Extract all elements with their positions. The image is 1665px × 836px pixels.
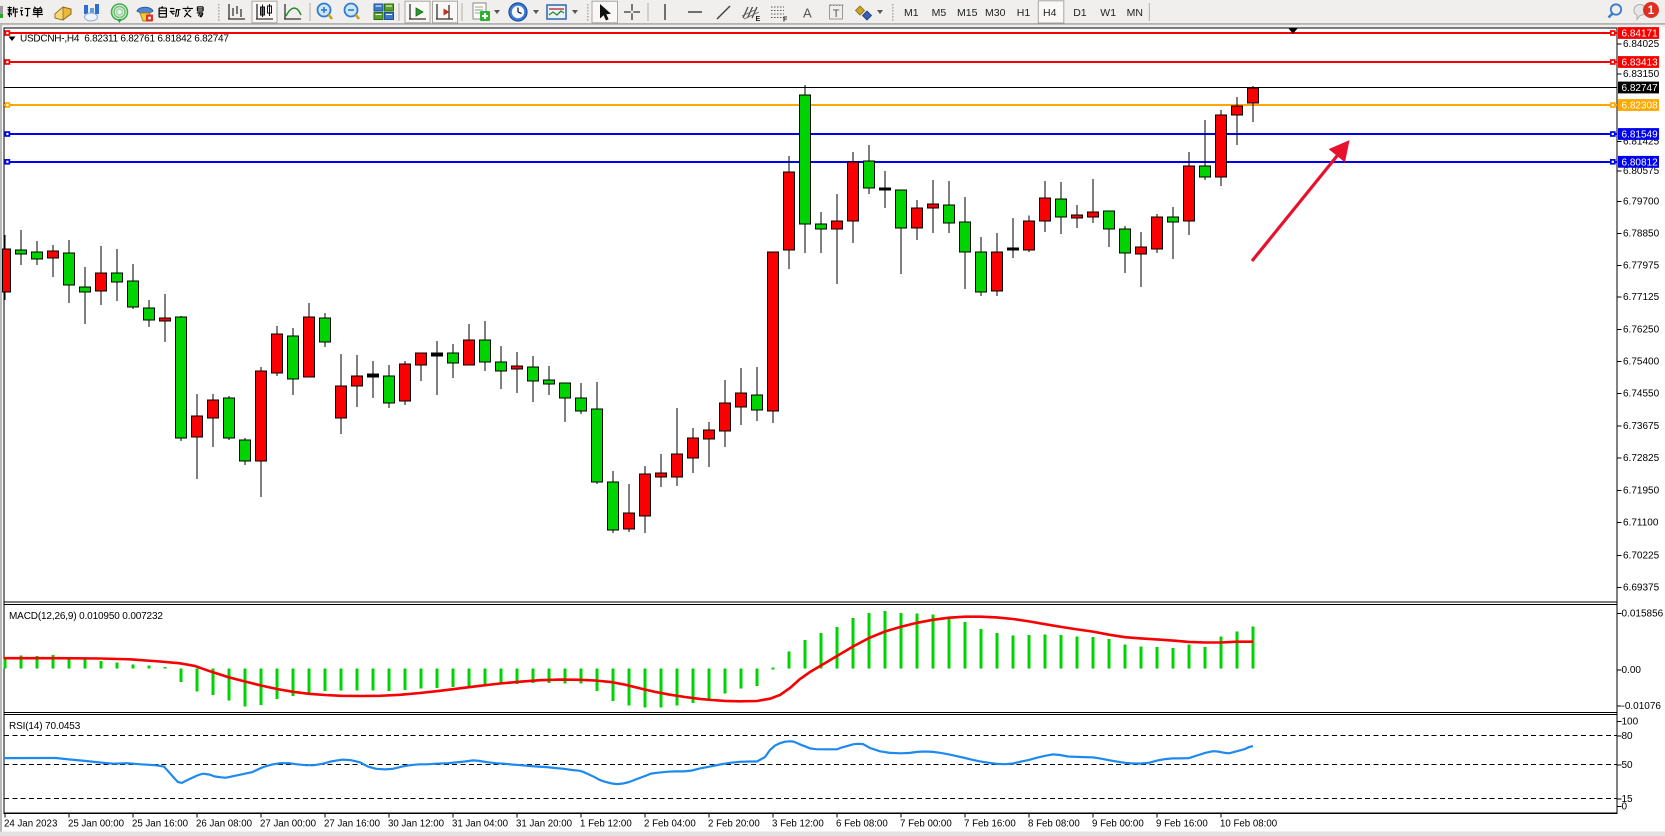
svg-text:80: 80 xyxy=(1622,731,1634,742)
svg-text:A: A xyxy=(803,6,812,21)
svg-text:MN: MN xyxy=(1127,7,1143,19)
svg-text:6.84025: 6.84025 xyxy=(1623,39,1660,50)
svg-text:0.015856: 0.015856 xyxy=(1622,609,1664,620)
svg-text:6.77975: 6.77975 xyxy=(1623,260,1660,271)
svg-text:6.75400: 6.75400 xyxy=(1623,357,1660,368)
svg-text:26 Jan 08:00: 26 Jan 08:00 xyxy=(196,819,253,830)
svg-text:6 Feb 08:00: 6 Feb 08:00 xyxy=(836,819,888,830)
svg-text:F: F xyxy=(783,17,788,24)
svg-text:24 Jan 2023: 24 Jan 2023 xyxy=(4,819,57,830)
svg-text:M1: M1 xyxy=(904,7,919,19)
svg-text:2 Feb 04:00: 2 Feb 04:00 xyxy=(644,819,696,830)
svg-text:9 Feb 16:00: 9 Feb 16:00 xyxy=(1156,819,1208,830)
svg-text:50: 50 xyxy=(1622,760,1634,771)
svg-text:8 Feb 08:00: 8 Feb 08:00 xyxy=(1028,819,1080,830)
svg-text:6.79700: 6.79700 xyxy=(1623,197,1660,208)
svg-text:USDCNH-,H4 6.82311 6.82761 6.: USDCNH-,H4 6.82311 6.82761 6.81842 6.827… xyxy=(20,34,229,45)
svg-text:6.83150: 6.83150 xyxy=(1623,69,1660,80)
svg-text:6.84171: 6.84171 xyxy=(1622,29,1659,40)
svg-text:25 Jan 00:00: 25 Jan 00:00 xyxy=(68,819,125,830)
svg-text:0.00: 0.00 xyxy=(1622,665,1642,676)
svg-text:6.71100: 6.71100 xyxy=(1623,518,1659,529)
svg-text:H4: H4 xyxy=(1043,7,1057,19)
svg-text:6.80575: 6.80575 xyxy=(1623,166,1660,177)
svg-text:25 Jan 16:00: 25 Jan 16:00 xyxy=(132,819,189,830)
svg-text:M30: M30 xyxy=(985,7,1006,19)
svg-text:MACD(12,26,9) 0.010950 0.00723: MACD(12,26,9) 0.010950 0.007232 xyxy=(9,611,163,622)
svg-text:6.78850: 6.78850 xyxy=(1623,228,1660,239)
svg-text:M15: M15 xyxy=(957,7,978,19)
svg-text:10 Feb 08:00: 10 Feb 08:00 xyxy=(1220,819,1278,830)
svg-text:31 Jan 04:00: 31 Jan 04:00 xyxy=(452,819,509,830)
svg-text:100: 100 xyxy=(1622,717,1639,728)
svg-text:7 Feb 00:00: 7 Feb 00:00 xyxy=(900,819,952,830)
svg-text:6.83413: 6.83413 xyxy=(1622,58,1659,69)
svg-text:1 Feb 12:00: 1 Feb 12:00 xyxy=(580,819,632,830)
svg-text:6.70225: 6.70225 xyxy=(1623,551,1660,562)
svg-text:M5: M5 xyxy=(932,7,947,19)
svg-text:6.82308: 6.82308 xyxy=(1622,101,1659,112)
svg-text:0: 0 xyxy=(1622,801,1628,812)
svg-text:H1: H1 xyxy=(1017,7,1031,19)
svg-text:6.73675: 6.73675 xyxy=(1623,421,1660,432)
svg-text:7 Feb 16:00: 7 Feb 16:00 xyxy=(964,819,1016,830)
svg-text:E: E xyxy=(756,16,761,23)
svg-text:6.82747: 6.82747 xyxy=(1622,83,1659,94)
svg-text:6.72825: 6.72825 xyxy=(1623,453,1660,464)
svg-text:27 Jan 16:00: 27 Jan 16:00 xyxy=(324,819,381,830)
svg-text:15: 15 xyxy=(1622,794,1634,805)
svg-text:6.76250: 6.76250 xyxy=(1623,325,1660,336)
svg-text:-0.01076: -0.01076 xyxy=(1622,701,1662,712)
svg-text:2 Feb 20:00: 2 Feb 20:00 xyxy=(708,819,760,830)
svg-text:30 Jan 12:00: 30 Jan 12:00 xyxy=(388,819,445,830)
svg-text:27 Jan 00:00: 27 Jan 00:00 xyxy=(260,819,317,830)
svg-text:6.71950: 6.71950 xyxy=(1623,486,1660,497)
svg-text:3 Feb 12:00: 3 Feb 12:00 xyxy=(772,819,824,830)
svg-text:RSI(14) 70.0453: RSI(14) 70.0453 xyxy=(9,721,81,732)
svg-text:6.81425: 6.81425 xyxy=(1623,137,1660,148)
svg-text:9 Feb 00:00: 9 Feb 00:00 xyxy=(1092,819,1144,830)
svg-text:6.69375: 6.69375 xyxy=(1623,583,1660,594)
svg-text:6.80812: 6.80812 xyxy=(1622,157,1659,168)
svg-text:6.81549: 6.81549 xyxy=(1622,130,1659,141)
svg-text:D1: D1 xyxy=(1073,7,1087,19)
svg-text:1: 1 xyxy=(1648,5,1655,17)
svg-text:W1: W1 xyxy=(1100,7,1116,19)
svg-text:6.77125: 6.77125 xyxy=(1623,292,1660,303)
svg-text:6.74550: 6.74550 xyxy=(1623,389,1660,400)
svg-text:T: T xyxy=(833,8,840,20)
svg-text:31 Jan 20:00: 31 Jan 20:00 xyxy=(516,819,573,830)
